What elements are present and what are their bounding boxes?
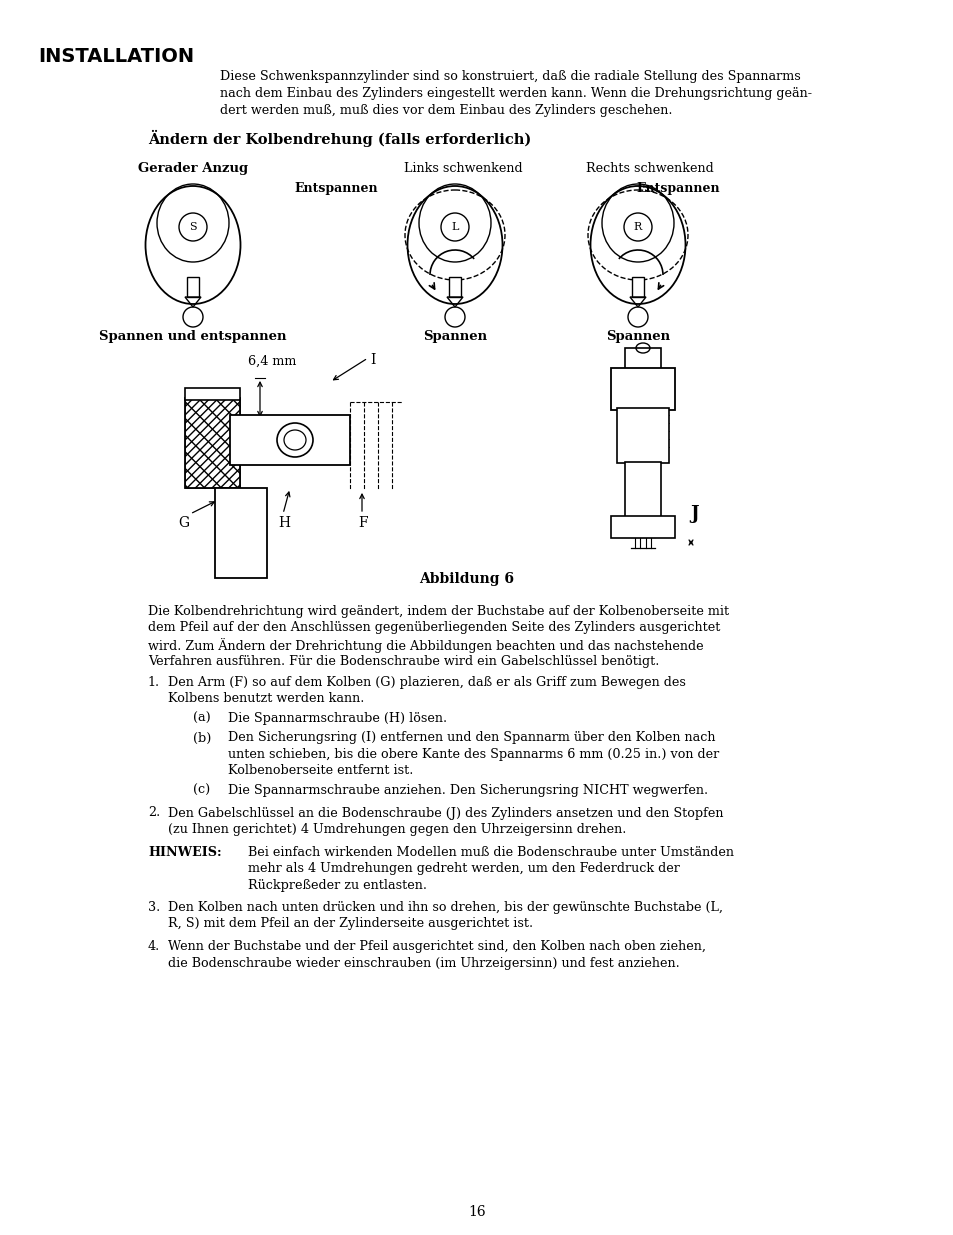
Text: 4.: 4. — [148, 940, 160, 953]
Text: 6,4 mm: 6,4 mm — [248, 354, 296, 368]
Text: R, S) mit dem Pfeil an der Zylinderseite ausgerichtet ist.: R, S) mit dem Pfeil an der Zylinderseite… — [168, 918, 533, 930]
Text: nach dem Einbau des Zylinders eingestellt werden kann. Wenn die Drehungsrichtung: nach dem Einbau des Zylinders eingestell… — [220, 86, 811, 100]
Text: R: R — [633, 222, 641, 232]
Text: Gerader Anzug: Gerader Anzug — [138, 162, 248, 175]
Bar — [185, 388, 240, 400]
Text: Bei einfach wirkenden Modellen muß die Bodenschraube unter Umständen: Bei einfach wirkenden Modellen muß die B… — [248, 846, 733, 858]
Text: HINWEIS:: HINWEIS: — [148, 846, 221, 858]
Text: Ändern der Kolbendrehung (falls erforderlich): Ändern der Kolbendrehung (falls erforder… — [148, 130, 531, 147]
Text: Kolbenoberseite entfernt ist.: Kolbenoberseite entfernt ist. — [228, 764, 413, 778]
Bar — [449, 277, 460, 296]
Text: dem Pfeil auf der den Anschlüssen gegenüberliegenden Seite des Zylinders ausgeri: dem Pfeil auf der den Anschlüssen gegenü… — [148, 621, 720, 635]
Text: unten schieben, bis die obere Kante des Spannarms 6 mm (0.25 in.) von der: unten schieben, bis die obere Kante des … — [228, 748, 719, 761]
Text: Den Arm (F) so auf dem Kolben (G) plazieren, daß er als Griff zum Bewegen des: Den Arm (F) so auf dem Kolben (G) plazie… — [168, 676, 685, 689]
Text: Diese Schwenkspannzylinder sind so konstruiert, daß die radiale Stellung des Spa: Diese Schwenkspannzylinder sind so konst… — [220, 70, 800, 83]
Text: (b): (b) — [193, 731, 212, 745]
Ellipse shape — [276, 424, 313, 457]
Text: Die Spannarmschraube (H) lösen.: Die Spannarmschraube (H) lösen. — [228, 713, 447, 725]
Text: Die Spannarmschraube anziehen. Den Sicherungsring NICHT wegwerfen.: Die Spannarmschraube anziehen. Den Siche… — [228, 784, 707, 797]
Bar — [185, 398, 240, 488]
Text: S: S — [189, 222, 196, 232]
Text: die Bodenschraube wieder einschrauben (im Uhrzeigersinn) und fest anziehen.: die Bodenschraube wieder einschrauben (i… — [168, 956, 679, 969]
Text: Den Kolben nach unten drücken und ihn so drehen, bis der gewünschte Buchstabe (L: Den Kolben nach unten drücken und ihn so… — [168, 902, 722, 914]
Text: Den Gabelschlüssel an die Bodenschraube (J) des Zylinders ansetzen und den Stopf: Den Gabelschlüssel an die Bodenschraube … — [168, 806, 722, 820]
Ellipse shape — [440, 212, 469, 241]
Text: Verfahren ausführen. Für die Bodenschraube wird ein Gabelschlüssel benötigt.: Verfahren ausführen. Für die Bodenschrau… — [148, 655, 659, 667]
Text: H: H — [277, 516, 290, 530]
Text: Spannen und entspannen: Spannen und entspannen — [99, 330, 287, 343]
Bar — [617, 408, 668, 463]
Text: mehr als 4 Umdrehungen gedreht werden, um den Federdruck der: mehr als 4 Umdrehungen gedreht werden, u… — [248, 862, 679, 876]
Text: INSTALLATION: INSTALLATION — [38, 47, 193, 65]
Text: Die Kolbendrehrichtung wird geändert, indem der Buchstabe auf der Kolbenoberseit: Die Kolbendrehrichtung wird geändert, in… — [148, 605, 728, 618]
Text: Entspannen: Entspannen — [636, 182, 720, 195]
Ellipse shape — [623, 212, 651, 241]
Text: wird. Zum Ändern der Drehrichtung die Abbildungen beachten und das nachstehende: wird. Zum Ändern der Drehrichtung die Ab… — [148, 638, 703, 653]
Bar — [610, 516, 675, 538]
Text: Wenn der Buchstabe und der Pfeil ausgerichtet sind, den Kolben nach oben ziehen,: Wenn der Buchstabe und der Pfeil ausgeri… — [168, 940, 705, 953]
Text: (zu Ihnen gerichtet) 4 Umdrehungen gegen den Uhrzeigersinn drehen.: (zu Ihnen gerichtet) 4 Umdrehungen gegen… — [168, 823, 626, 836]
Text: I: I — [370, 353, 375, 367]
Text: dert werden muß, muß dies vor dem Einbau des Zylinders geschehen.: dert werden muß, muß dies vor dem Einbau… — [220, 104, 672, 117]
Text: Entspannen: Entspannen — [294, 182, 377, 195]
Bar — [631, 277, 643, 296]
Text: 3.: 3. — [148, 902, 160, 914]
Text: 1.: 1. — [148, 676, 160, 689]
Text: G: G — [178, 516, 189, 530]
Text: (a): (a) — [193, 713, 211, 725]
Bar — [230, 415, 350, 466]
Text: L: L — [451, 222, 458, 232]
Text: Abbildung 6: Abbildung 6 — [419, 572, 514, 585]
Text: 16: 16 — [468, 1205, 485, 1219]
Ellipse shape — [179, 212, 207, 241]
Text: 2.: 2. — [148, 806, 160, 820]
Text: F: F — [357, 516, 367, 530]
Text: J: J — [689, 505, 698, 522]
Text: Den Sicherungsring (I) entfernen und den Spannarm über den Kolben nach: Den Sicherungsring (I) entfernen und den… — [228, 731, 715, 745]
Bar — [185, 398, 240, 488]
Bar — [187, 277, 199, 296]
Text: Spannen: Spannen — [605, 330, 669, 343]
Bar — [214, 488, 267, 578]
Text: Spannen: Spannen — [422, 330, 487, 343]
Bar — [624, 462, 660, 517]
Text: Kolbens benutzt werden kann.: Kolbens benutzt werden kann. — [168, 693, 364, 705]
Bar — [624, 348, 660, 370]
Text: Rechts schwenkend: Rechts schwenkend — [585, 162, 713, 175]
Text: Rückpreßeder zu entlasten.: Rückpreßeder zu entlasten. — [248, 878, 427, 892]
Bar — [610, 368, 675, 410]
Text: (c): (c) — [193, 784, 210, 797]
Text: Links schwenkend: Links schwenkend — [403, 162, 521, 175]
